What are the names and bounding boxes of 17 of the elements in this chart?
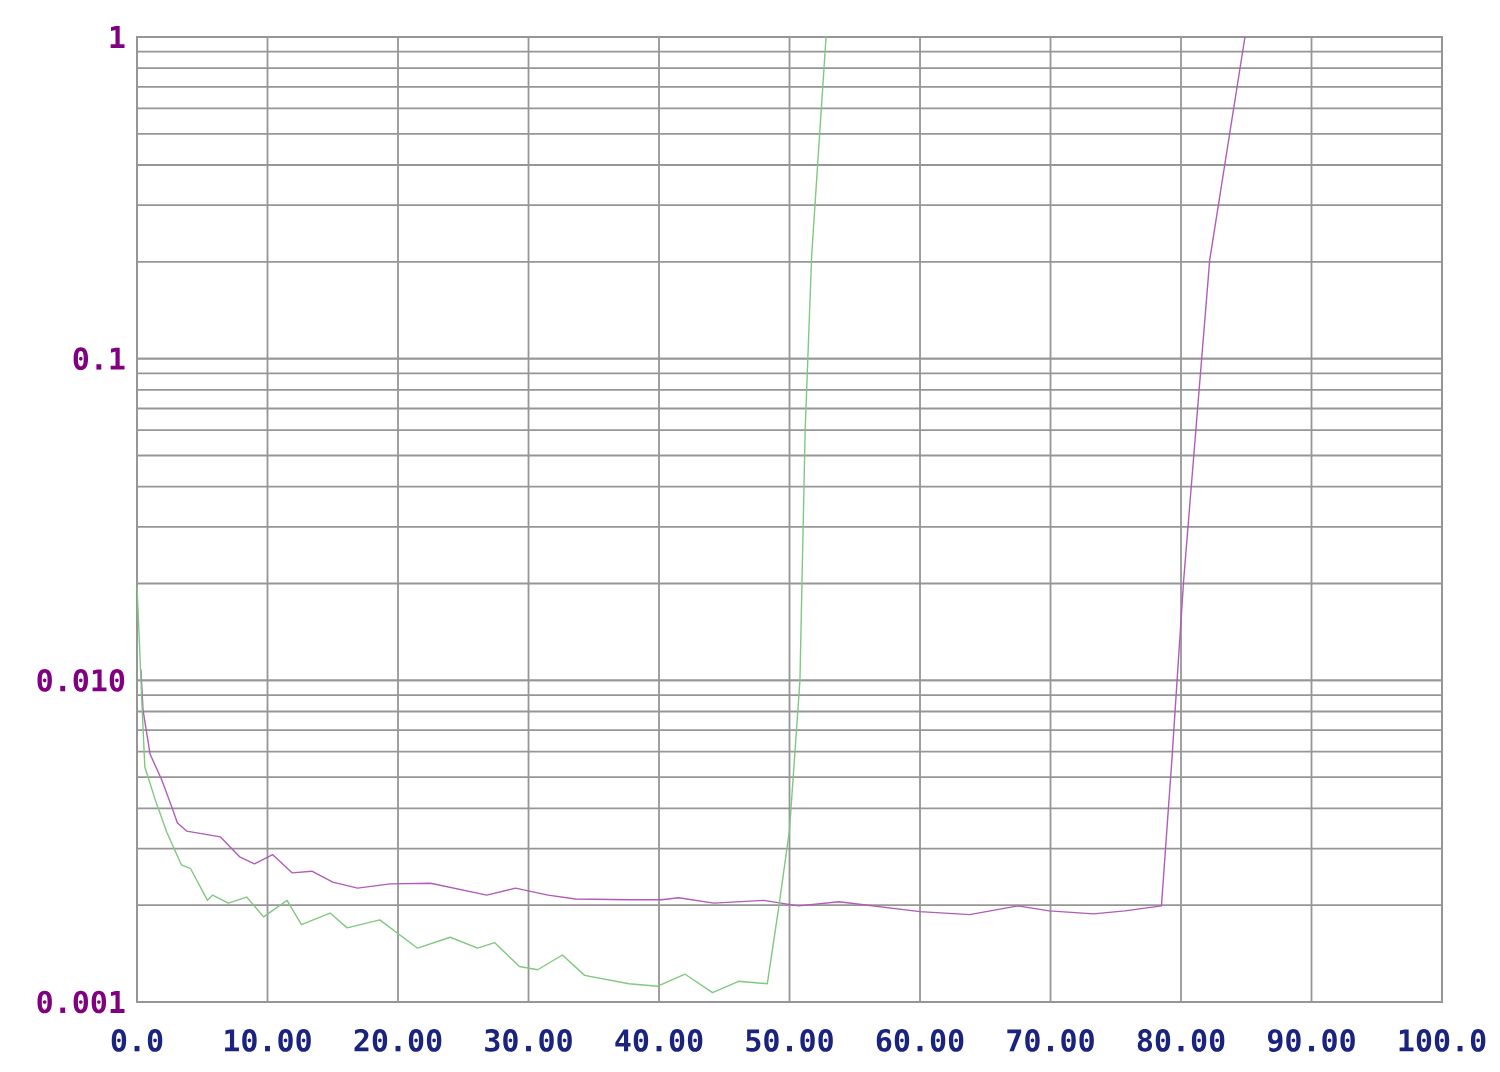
- x-tick-label: 30.00: [485, 1029, 572, 1052]
- line-series: [137, 37, 827, 994]
- y-tick-label: 0.1: [73, 347, 125, 371]
- x-tick-label: 10.00: [225, 1029, 311, 1052]
- x-tick-label: 60.00: [876, 1029, 964, 1052]
- x-tick-label: 80.00: [1137, 1029, 1225, 1052]
- x-tick-label: 90.00: [1267, 1029, 1355, 1052]
- y-tick-label: 0.010: [37, 668, 125, 692]
- x-tick-label: 70.00: [1007, 1029, 1094, 1052]
- x-tick-label: 40.00: [615, 1029, 703, 1052]
- x-tick-label: 50.00: [746, 1029, 833, 1052]
- x-tick-label: 100.0: [1399, 1029, 1486, 1052]
- y-tick-label: 1: [110, 26, 125, 48]
- x-tick-label: 20.00: [354, 1029, 442, 1052]
- y-tick-label: 0.001: [37, 990, 125, 1014]
- x-tick-label: 0.0: [111, 1029, 163, 1052]
- line-series: [140, 37, 1246, 916]
